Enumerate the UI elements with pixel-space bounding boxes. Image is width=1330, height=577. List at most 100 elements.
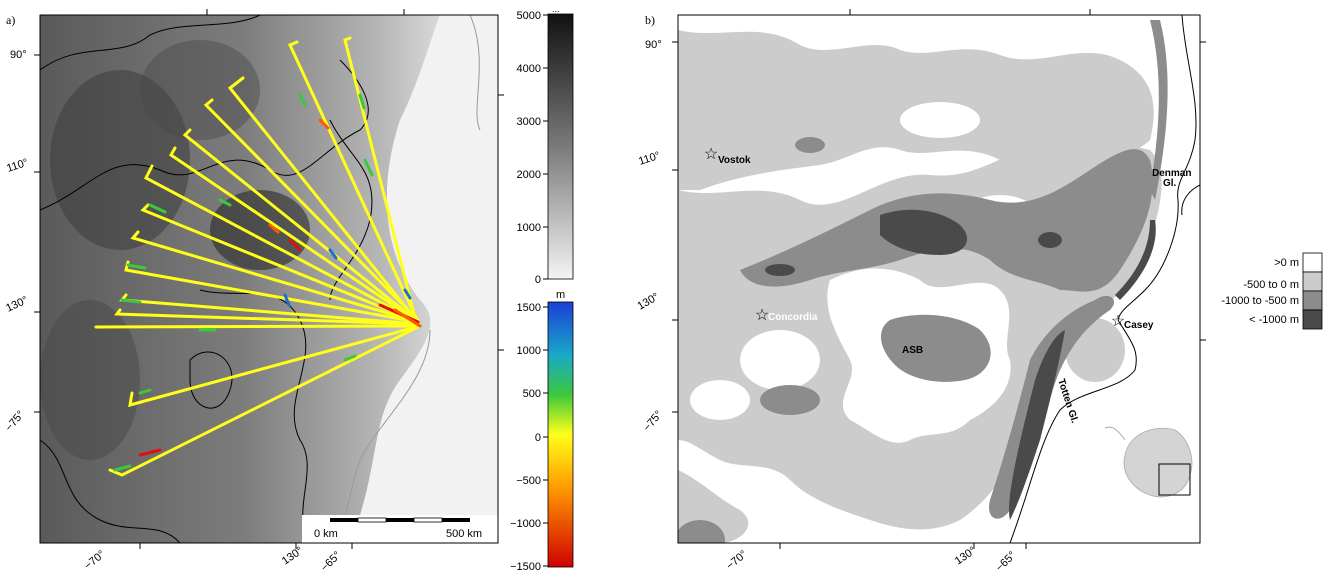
positive-anomaly <box>148 203 167 214</box>
misfit-tick-label: −1000 <box>510 518 541 530</box>
casey-label: Casey <box>1124 320 1154 331</box>
flight-track <box>144 164 420 324</box>
flight-track <box>182 128 420 324</box>
positive-anomaly <box>298 93 307 107</box>
lat-label: 90° <box>10 49 27 61</box>
depth-region <box>1150 20 1168 200</box>
scale-segment <box>330 518 358 522</box>
dark-region <box>50 70 190 250</box>
scale-bar-left-label: 0 km <box>314 528 338 540</box>
legend-label: -1000 to -500 m <box>1221 295 1299 307</box>
coastline <box>1009 15 1197 543</box>
legend-label: >0 m <box>1274 257 1299 269</box>
asb-label: ASB <box>902 345 923 356</box>
positive-anomaly <box>126 263 147 270</box>
negative-anomaly <box>138 448 162 457</box>
scale-bar-right-label: 500 km <box>446 528 482 540</box>
panel-a-map: 0 km 500 km <box>40 15 498 543</box>
misfit-tick-label: 1500 <box>517 302 541 314</box>
elevation-tick-label: 5000 <box>517 10 541 22</box>
dark-region <box>140 40 260 140</box>
depth-region <box>765 264 795 276</box>
lon-label: 130° <box>953 545 979 568</box>
vostok-star-icon: ☆ <box>704 146 718 163</box>
misfit-tick-label: −1500 <box>510 561 541 573</box>
positive-anomaly <box>120 298 142 304</box>
depth-region <box>795 137 825 153</box>
depth-region <box>690 380 750 420</box>
panel-a-lat-labels: 90° 110° 130° −75° <box>3 49 40 434</box>
flight-track <box>128 324 422 408</box>
lon-label: −65° <box>319 549 344 574</box>
lat-label: −75° <box>3 409 27 434</box>
legend-label: -500 to 0 m <box>1243 279 1299 291</box>
flight-track <box>140 203 420 324</box>
negative-anomaly <box>393 308 422 328</box>
inset-extent-box <box>1158 463 1191 496</box>
panel-a: a) <box>3 4 574 574</box>
misfit-colorbar: m 1500 1000 500 0 −500 −1000 −1500 <box>510 289 574 573</box>
flight-track <box>169 146 420 324</box>
negative-anomaly <box>318 118 330 130</box>
elevation-tick-label: 4000 <box>517 63 541 75</box>
scale-segment <box>386 518 414 522</box>
misfit-tick-label: 1000 <box>517 345 541 357</box>
lat-label: 90° <box>645 39 662 51</box>
lat-label: −75° <box>641 409 665 434</box>
denman-label: Denman <box>1152 168 1191 179</box>
positive-anomaly <box>403 288 412 300</box>
scale-segment <box>442 518 470 522</box>
positive-anomaly <box>283 293 291 307</box>
depth-class-dark <box>765 209 1156 520</box>
flight-track <box>343 36 417 320</box>
coastline <box>469 15 481 131</box>
positive-anomaly <box>138 388 152 395</box>
positive-anomaly <box>343 354 357 362</box>
legend-swatch <box>1302 271 1323 292</box>
flight-track <box>227 76 418 322</box>
lat-label: 110° <box>637 150 662 168</box>
depth-region <box>678 520 725 543</box>
misfit-tick-label: 500 <box>523 388 541 400</box>
panel-a-label: a) <box>6 13 15 27</box>
depth-region <box>880 209 968 255</box>
panel-b-lat-labels: 90° 110° 130° −75° <box>636 39 678 434</box>
lat-label: 130° <box>4 294 30 314</box>
lon-label: −70° <box>82 548 107 572</box>
legend-swatch <box>1302 309 1323 330</box>
concordia-star-icon: ☆ <box>755 307 769 324</box>
depth-region <box>1115 220 1156 300</box>
negative-anomaly <box>268 223 280 234</box>
casey-star-icon: ☆ <box>1111 313 1125 330</box>
coastal-region <box>350 15 498 543</box>
lon-label: −70° <box>724 548 749 572</box>
flight-track <box>130 230 420 324</box>
vostok-label: Vostok <box>718 155 751 166</box>
panel-b-frame <box>677 14 1201 544</box>
elevation-tick-label: 3000 <box>517 116 541 128</box>
elevation-colorbar-gradient <box>547 13 574 280</box>
flight-track <box>108 324 422 477</box>
elevation-tick-label: 1000 <box>517 222 541 234</box>
contour-line <box>40 59 369 211</box>
negative-anomaly <box>288 238 302 252</box>
depth-region <box>740 330 820 390</box>
scale-bar: 0 km 500 km <box>314 517 482 540</box>
flight-track <box>94 324 420 329</box>
lat-label: 110° <box>5 157 30 175</box>
positive-anomaly <box>358 93 366 110</box>
elevation-tick-label: 0 <box>535 274 541 286</box>
panel-b-label: b) <box>645 13 655 27</box>
concordia-label: Concordia <box>768 312 818 323</box>
scale-segment <box>413 517 443 523</box>
positive-anomaly <box>218 198 232 207</box>
lon-label: 130° <box>280 545 306 568</box>
contour-line <box>40 15 261 71</box>
contour-line <box>40 439 181 543</box>
flight-track <box>203 98 420 322</box>
legend-label: < -1000 m <box>1249 314 1299 326</box>
panel-a-frame <box>39 14 499 544</box>
lon-label: −65° <box>994 549 1019 574</box>
depth-region <box>880 314 991 382</box>
